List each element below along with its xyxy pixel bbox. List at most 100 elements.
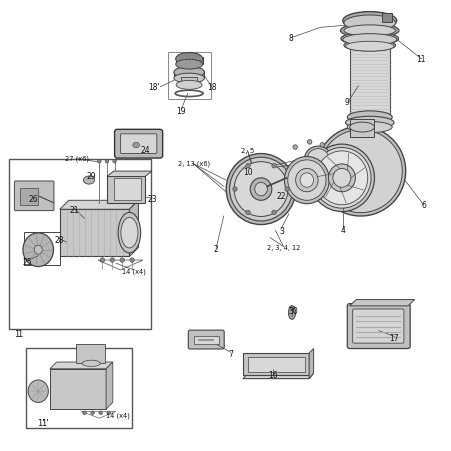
Ellipse shape	[343, 16, 395, 32]
Polygon shape	[349, 300, 414, 306]
Ellipse shape	[315, 152, 367, 205]
Text: 6: 6	[420, 201, 425, 210]
Ellipse shape	[332, 169, 350, 188]
Ellipse shape	[28, 380, 48, 403]
Ellipse shape	[91, 411, 94, 414]
FancyBboxPatch shape	[188, 331, 224, 349]
Ellipse shape	[307, 140, 311, 145]
Text: 2: 2	[213, 244, 218, 253]
Bar	[349, 120, 373, 138]
Ellipse shape	[245, 164, 250, 169]
Bar	[60, 210, 129, 257]
Ellipse shape	[175, 53, 202, 66]
Ellipse shape	[175, 60, 202, 70]
Ellipse shape	[129, 258, 134, 262]
Text: 1: 1	[14, 330, 20, 338]
Ellipse shape	[271, 211, 276, 215]
Ellipse shape	[292, 146, 297, 150]
Text: 14 (x4): 14 (x4)	[122, 268, 146, 275]
Ellipse shape	[340, 24, 398, 39]
Text: 28: 28	[54, 235, 64, 244]
Ellipse shape	[340, 33, 398, 46]
Ellipse shape	[284, 188, 289, 192]
Ellipse shape	[23, 233, 53, 267]
Ellipse shape	[245, 211, 250, 215]
Ellipse shape	[133, 143, 139, 148]
Ellipse shape	[308, 145, 373, 212]
FancyBboxPatch shape	[346, 304, 409, 349]
FancyBboxPatch shape	[14, 182, 54, 211]
Text: 17: 17	[389, 333, 398, 342]
Bar	[9, 160, 151, 330]
Ellipse shape	[287, 161, 325, 201]
Text: 25: 25	[23, 258, 32, 267]
Bar	[193, 336, 218, 345]
Ellipse shape	[234, 162, 287, 217]
Ellipse shape	[304, 147, 331, 171]
Ellipse shape	[226, 154, 295, 225]
Ellipse shape	[342, 13, 396, 31]
Ellipse shape	[346, 122, 391, 133]
Text: 30: 30	[288, 306, 298, 315]
Text: 26: 26	[29, 195, 38, 204]
Ellipse shape	[232, 188, 237, 192]
Text: 29: 29	[86, 172, 96, 181]
Text: 22: 22	[276, 191, 285, 200]
Bar	[168, 53, 211, 100]
Polygon shape	[107, 172, 152, 177]
FancyBboxPatch shape	[115, 130, 162, 159]
Text: 24: 24	[140, 146, 150, 155]
FancyBboxPatch shape	[352, 309, 403, 343]
Ellipse shape	[107, 411, 110, 414]
Ellipse shape	[315, 127, 405, 216]
Ellipse shape	[120, 218, 138, 249]
Ellipse shape	[295, 169, 318, 192]
Text: 1: 1	[17, 330, 22, 338]
Ellipse shape	[83, 177, 94, 185]
Bar	[114, 179, 140, 200]
Ellipse shape	[349, 41, 389, 51]
Polygon shape	[60, 201, 138, 210]
Ellipse shape	[105, 160, 109, 164]
Text: 27 (x6): 27 (x6)	[64, 155, 89, 161]
Text: 3: 3	[279, 226, 284, 235]
Ellipse shape	[100, 258, 105, 262]
Text: 19: 19	[176, 107, 185, 116]
Polygon shape	[106, 362, 113, 409]
Ellipse shape	[319, 143, 324, 148]
Bar	[247, 357, 304, 373]
Ellipse shape	[229, 158, 292, 221]
Ellipse shape	[34, 246, 42, 255]
Text: 2, 13 (x6): 2, 13 (x6)	[177, 161, 209, 167]
Ellipse shape	[289, 306, 294, 310]
Ellipse shape	[343, 41, 395, 52]
Ellipse shape	[113, 160, 116, 164]
Ellipse shape	[174, 67, 204, 79]
Ellipse shape	[118, 213, 140, 253]
Ellipse shape	[284, 157, 329, 204]
Bar	[75, 345, 105, 364]
Text: 1': 1'	[37, 418, 45, 427]
Ellipse shape	[288, 306, 295, 320]
Bar	[26, 348, 131, 428]
Text: 18: 18	[207, 83, 216, 92]
Text: 23: 23	[147, 195, 157, 204]
Text: 10: 10	[242, 168, 252, 177]
Text: 16: 16	[268, 370, 277, 379]
Ellipse shape	[318, 130, 401, 213]
Ellipse shape	[328, 165, 354, 192]
Ellipse shape	[176, 81, 202, 90]
Ellipse shape	[120, 258, 124, 262]
Bar	[181, 78, 197, 86]
Bar	[174, 72, 204, 79]
Ellipse shape	[345, 117, 393, 129]
FancyBboxPatch shape	[120, 134, 156, 154]
Bar	[50, 369, 106, 409]
Polygon shape	[129, 201, 138, 257]
Text: 7: 7	[228, 349, 232, 358]
Bar	[175, 58, 202, 65]
Ellipse shape	[343, 26, 395, 37]
Bar	[243, 353, 308, 376]
Ellipse shape	[346, 112, 391, 124]
Polygon shape	[308, 349, 313, 379]
